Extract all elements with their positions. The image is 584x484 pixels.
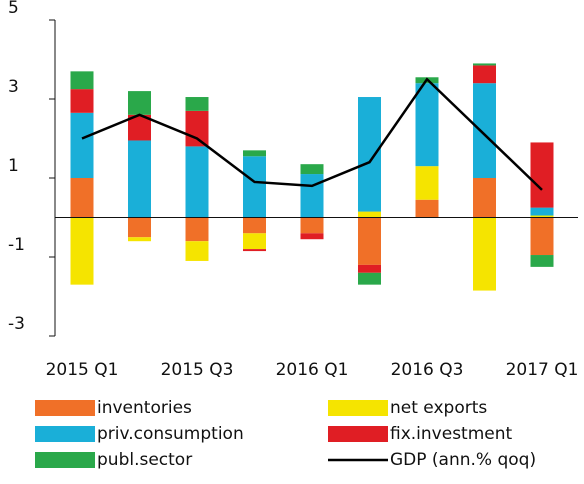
bar-segment bbox=[128, 91, 151, 115]
bar-segment bbox=[300, 174, 324, 218]
legend-label: publ.sector bbox=[97, 450, 192, 470]
bar-segment bbox=[70, 71, 94, 90]
bar-segment bbox=[70, 217, 94, 285]
legend-swatch bbox=[328, 400, 388, 416]
bar-segment bbox=[358, 264, 381, 273]
legend-label: GDP (ann.% qoq) bbox=[390, 450, 536, 470]
bar-segment bbox=[473, 178, 496, 218]
bar-segment bbox=[128, 237, 151, 242]
bar-segment bbox=[358, 272, 381, 285]
x-tick-label: 2017 Q1 bbox=[506, 360, 579, 380]
bar-segment bbox=[530, 207, 554, 216]
y-tick-label: 1 bbox=[8, 156, 19, 176]
bar-segment bbox=[128, 114, 151, 141]
bar-segment bbox=[243, 217, 266, 234]
bar-segment bbox=[473, 217, 496, 291]
bar-segment bbox=[70, 178, 94, 218]
bar-segment bbox=[185, 110, 209, 147]
bar-segment bbox=[185, 217, 209, 242]
bar-segment bbox=[358, 97, 381, 212]
legend-swatch bbox=[35, 452, 95, 468]
bar-segment bbox=[185, 241, 209, 261]
legend-swatch bbox=[35, 426, 95, 442]
bar-segment bbox=[185, 97, 209, 111]
legend-label: fix.investment bbox=[390, 424, 513, 444]
bar-segment bbox=[415, 199, 439, 218]
bar-segment bbox=[70, 89, 94, 113]
y-tick-label: -3 bbox=[8, 314, 25, 334]
bar-segment bbox=[473, 65, 496, 84]
bar-segment bbox=[300, 217, 324, 234]
bar-segment bbox=[473, 83, 496, 178]
bar-segment bbox=[128, 140, 151, 218]
legend-label: inventories bbox=[97, 398, 192, 418]
legend-swatch bbox=[328, 426, 388, 442]
x-tick-label: 2015 Q1 bbox=[46, 360, 119, 380]
bar-segment bbox=[243, 249, 266, 252]
bar-segment bbox=[70, 112, 94, 178]
bar-segment bbox=[185, 146, 209, 218]
bar-segment bbox=[415, 166, 439, 200]
x-tick-label: 2016 Q3 bbox=[391, 360, 464, 380]
y-tick-label: 3 bbox=[8, 77, 19, 97]
bar-segment bbox=[300, 233, 324, 240]
legend-swatch bbox=[35, 400, 95, 416]
bar-segment bbox=[358, 211, 381, 218]
bar-segment bbox=[415, 83, 439, 167]
bar-segment bbox=[243, 233, 266, 250]
bar-segment bbox=[243, 150, 266, 157]
y-tick-label: 5 bbox=[8, 0, 19, 18]
bar-segment bbox=[530, 217, 554, 256]
bar-segment bbox=[530, 255, 554, 267]
legend-label: net exports bbox=[390, 398, 487, 418]
gdp-line bbox=[81, 77, 543, 191]
y-tick-label: -1 bbox=[8, 235, 25, 255]
bar-segment bbox=[530, 142, 554, 208]
x-tick-label: 2016 Q1 bbox=[276, 360, 349, 380]
legend-label: priv.consumption bbox=[97, 424, 244, 444]
bar-segment bbox=[530, 215, 554, 218]
x-tick-label: 2015 Q3 bbox=[161, 360, 234, 380]
bar-segment bbox=[358, 217, 381, 265]
bar-segment bbox=[300, 164, 324, 175]
bar-segment bbox=[128, 217, 151, 238]
bar-segment bbox=[243, 156, 266, 218]
bar-segment bbox=[473, 63, 496, 66]
